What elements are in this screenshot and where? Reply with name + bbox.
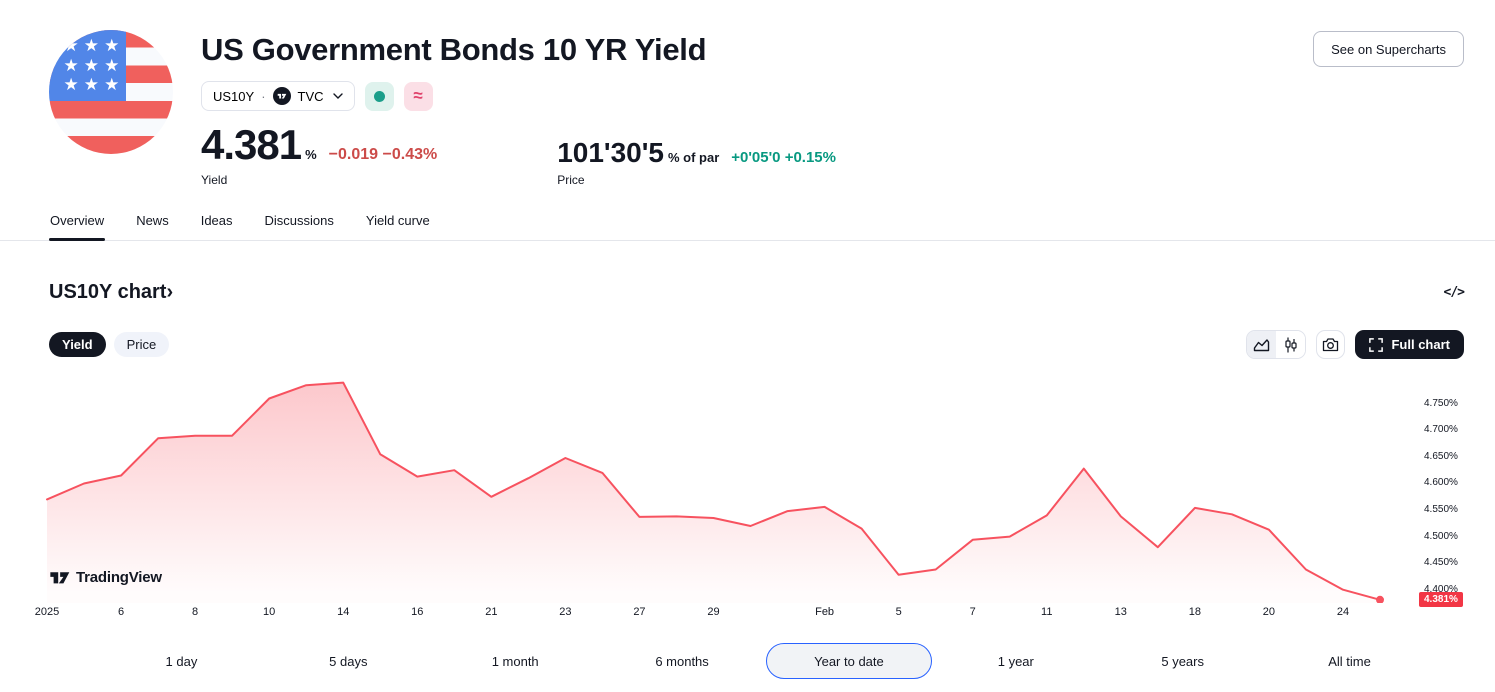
last-value-badge: 4.381% bbox=[1419, 591, 1463, 607]
yield-change: −0.019 −0.43% bbox=[328, 146, 438, 163]
header: ★ ★ ★ ★ ★ ★ ★ ★ ★ US Government Bonds 10 YR Yi… bbox=[0, 0, 1495, 187]
tab-overview[interactable]: Overview bbox=[49, 209, 106, 241]
price-value: 101'30'5 bbox=[557, 137, 664, 168]
chart-type-segmented-control bbox=[1246, 330, 1307, 359]
symbol-selector-button[interactable]: US10Y · TVC bbox=[201, 81, 355, 111]
tab-bar: Overview News Ideas Discussions Yield cu… bbox=[0, 209, 1495, 241]
x-axis-tick: 6 bbox=[117, 606, 125, 618]
symbol-ticker: US10Y bbox=[213, 88, 255, 104]
yield-area-chart[interactable] bbox=[40, 373, 1395, 603]
range-1-month[interactable]: 1 month bbox=[432, 643, 599, 679]
y-axis-tick: 4.600% bbox=[1424, 477, 1458, 489]
approx-data-badge[interactable]: ≈ bbox=[403, 81, 433, 111]
chart-section-title[interactable]: US10Y chart› bbox=[49, 281, 174, 303]
range-5-days[interactable]: 5 days bbox=[265, 643, 432, 679]
full-chart-button[interactable]: Full chart bbox=[1355, 330, 1464, 359]
tradingview-logo-icon bbox=[272, 87, 291, 105]
y-axis-tick: 4.450% bbox=[1424, 557, 1458, 569]
see-on-supercharts-button[interactable]: See on Supercharts bbox=[1313, 31, 1464, 67]
price-toggle-button[interactable]: Price bbox=[113, 332, 170, 357]
approx-icon: ≈ bbox=[413, 86, 423, 105]
chevron-right-icon: › bbox=[166, 281, 174, 303]
tab-ideas[interactable]: Ideas bbox=[200, 213, 233, 228]
y-axis-tick: 4.700% bbox=[1424, 424, 1458, 436]
range-1-day[interactable]: 1 day bbox=[98, 643, 265, 679]
tab-news[interactable]: News bbox=[136, 213, 169, 228]
yield-quote: 4.381 % −0.019 −0.43% Yield bbox=[201, 121, 437, 187]
tab-discussions[interactable]: Discussions bbox=[264, 213, 334, 228]
yield-unit: % bbox=[305, 147, 317, 162]
market-status-dot-icon bbox=[373, 90, 385, 102]
page-title: US Government Bonds 10 YR Yield bbox=[201, 32, 707, 67]
range-year-to-date[interactable]: Year to date bbox=[765, 643, 933, 679]
area-chart-icon[interactable] bbox=[1247, 331, 1277, 358]
x-axis-tick: 21 bbox=[485, 606, 498, 618]
y-axis-tick: 4.750% bbox=[1424, 397, 1458, 409]
quote-row: 4.381 % −0.019 −0.43% Yield 101'30'5 % o… bbox=[201, 121, 836, 187]
x-axis-tick: 27 bbox=[633, 606, 646, 618]
fullscreen-icon bbox=[1369, 337, 1384, 352]
x-axis-tick: 14 bbox=[337, 606, 350, 618]
price-label: Price bbox=[557, 173, 585, 187]
yield-label: Yield bbox=[201, 173, 228, 187]
chart-area: TradingView 4.381% 4.750% 4.700% 4.650% 4.6… bbox=[0, 373, 1495, 625]
range-all-time[interactable]: All time bbox=[1266, 643, 1433, 679]
y-axis-tick: 4.500% bbox=[1424, 530, 1458, 542]
yield-toggle-button[interactable]: Yield bbox=[49, 332, 106, 357]
x-axis-tick: 2025 bbox=[34, 606, 60, 618]
x-axis: 2025 6 8 10 14 16 21 23 27 29 Feb 5 7 11 13 18 20 24 bbox=[0, 606, 1495, 622]
x-axis-tick: 29 bbox=[707, 606, 720, 618]
x-axis-tick: 20 bbox=[1262, 606, 1276, 618]
x-axis-tick: 13 bbox=[1114, 606, 1127, 618]
chevron-down-icon bbox=[332, 93, 343, 99]
tradingview-watermark[interactable]: TradingView bbox=[49, 569, 162, 586]
x-axis-tick: Feb bbox=[815, 606, 835, 618]
flag-canton: ★ ★ ★ ★ ★ ★ ★ ★ ★ bbox=[49, 30, 126, 101]
y-axis-tick: 4.400% bbox=[1424, 583, 1458, 595]
price-quote: 101'30'5 % of par +0'05'0 +0.15% Price bbox=[557, 137, 836, 187]
symbol-exchange: TVC bbox=[297, 88, 324, 104]
camera-snapshot-icon[interactable] bbox=[1316, 330, 1346, 359]
x-axis-tick: 23 bbox=[559, 606, 572, 618]
x-axis-tick: 11 bbox=[1041, 606, 1053, 618]
x-axis-tick: 8 bbox=[192, 606, 199, 618]
y-axis-tick: 4.550% bbox=[1424, 504, 1458, 516]
symbol-separator: · bbox=[261, 88, 266, 104]
price-unit: % of par bbox=[667, 150, 720, 165]
x-axis-tick: 10 bbox=[263, 606, 276, 618]
embed-code-icon[interactable]: </> bbox=[1443, 285, 1466, 300]
range-6-months[interactable]: 6 months bbox=[599, 643, 766, 679]
yield-value: 4.381 bbox=[201, 121, 302, 168]
range-1-year[interactable]: 1 year bbox=[932, 643, 1099, 679]
series-toggle: Yield Price bbox=[49, 332, 170, 357]
chart-section: US10Y chart› </> Yield Price bbox=[0, 241, 1495, 679]
candlestick-chart-icon[interactable] bbox=[1276, 331, 1306, 358]
tab-yield-curve[interactable]: Yield curve bbox=[365, 213, 430, 228]
us-flag-icon: ★ ★ ★ ★ ★ ★ ★ ★ ★ bbox=[49, 30, 173, 154]
x-axis-tick: 7 bbox=[969, 606, 976, 618]
symbol-row: US10Y · TVC ≈ bbox=[201, 81, 836, 111]
tradingview-logo-icon bbox=[49, 569, 70, 586]
x-axis-tick: 16 bbox=[411, 606, 424, 618]
market-open-badge[interactable] bbox=[364, 81, 394, 111]
x-axis-tick: 18 bbox=[1188, 606, 1201, 618]
y-axis-tick: 4.650% bbox=[1424, 450, 1458, 462]
y-axis: 4.381% 4.750% 4.700% 4.650% 4.600% 4.550% 4.5… bbox=[1418, 373, 1495, 607]
x-axis-tick: 5 bbox=[895, 606, 902, 618]
x-axis-tick: 24 bbox=[1336, 606, 1350, 618]
price-change: +0'05'0 +0.15% bbox=[731, 149, 836, 166]
range-selector: 1 day 5 days 1 month 6 months Year to da… bbox=[98, 643, 1433, 679]
range-5-years[interactable]: 5 years bbox=[1099, 643, 1266, 679]
chart-controls: Full chart bbox=[1246, 330, 1464, 359]
